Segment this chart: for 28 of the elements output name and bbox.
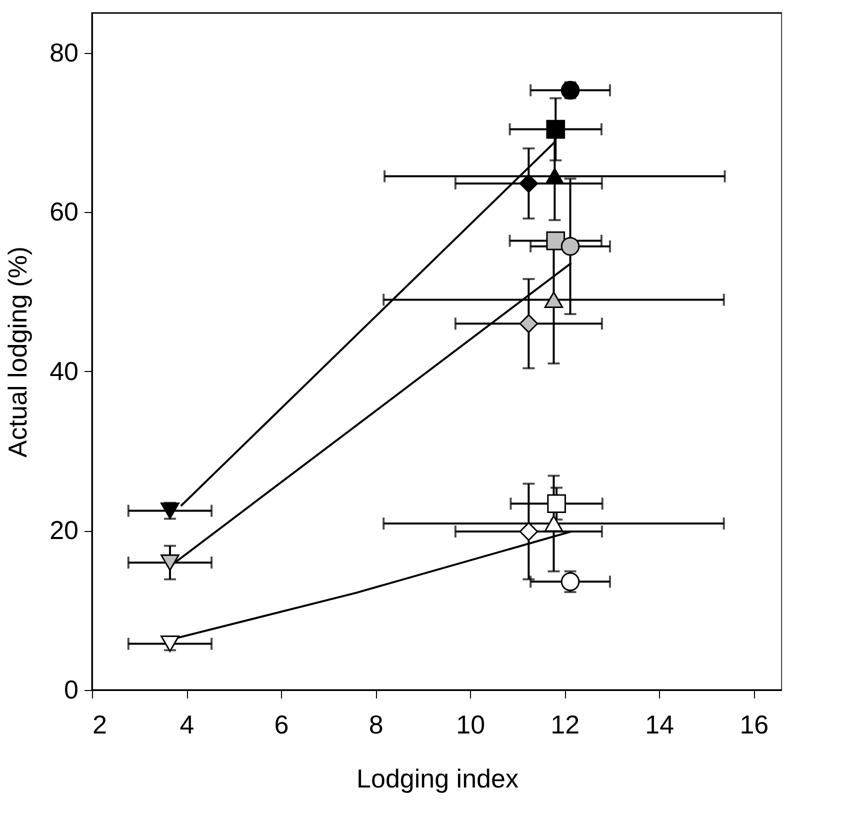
x-tick-label: 14 (645, 710, 674, 740)
x-tick-label: 12 (550, 710, 580, 740)
point (544, 291, 564, 308)
point (546, 120, 566, 139)
x-axis-title: Lodging index (356, 764, 518, 794)
x-tick-label: 4 (180, 710, 194, 740)
x-tick-label: 10 (456, 710, 486, 740)
point (544, 515, 564, 532)
point (546, 231, 566, 250)
y-tick-label: 80 (50, 37, 78, 68)
y-tick-label: 20 (50, 515, 78, 546)
y-tick-label: 60 (50, 196, 78, 227)
x-tick-label: 2 (92, 710, 107, 740)
point (160, 502, 180, 520)
point (560, 572, 580, 592)
point (519, 174, 538, 193)
y-axis-title: Actual lodging (%) (2, 246, 33, 458)
x-tick-label: 8 (368, 710, 384, 740)
x-tick-label: 6 (274, 710, 289, 740)
point (160, 636, 180, 652)
y-tick-label: 40 (50, 356, 78, 386)
point (560, 236, 580, 256)
point (519, 314, 538, 334)
point (547, 494, 566, 514)
x-tick-label: 16 (740, 710, 769, 740)
point (519, 522, 538, 541)
point (160, 554, 180, 571)
y-tick-label: 0 (64, 674, 78, 704)
